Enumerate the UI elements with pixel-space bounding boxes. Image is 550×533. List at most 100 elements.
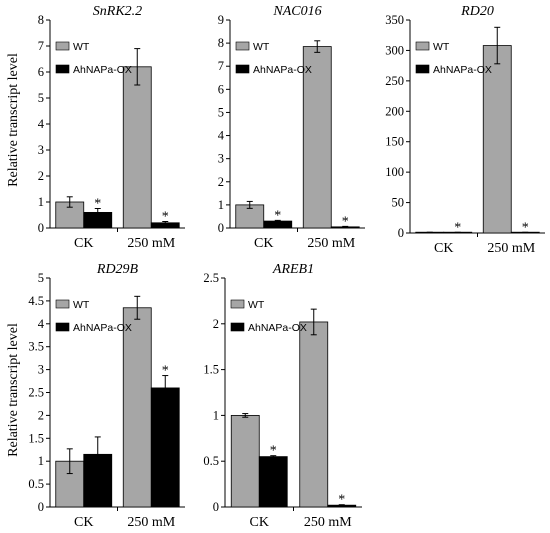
y-tick-label: 3	[218, 152, 224, 166]
x-category-label: CK	[434, 241, 453, 256]
chart-title: NAC016	[272, 4, 321, 19]
y-tick-label: 1	[218, 198, 224, 212]
legend-swatch	[55, 41, 70, 51]
x-category-label: CK	[74, 236, 93, 251]
chart-panel-5: 0 0.5 1 1.5 2 2.5 AREB1 CK * 250 mM * WT AhNAPa-OX	[203, 262, 362, 530]
bar-wt	[482, 45, 512, 234]
bar-ox	[150, 387, 180, 508]
y-tick-label: 7	[218, 59, 224, 73]
y-tick-label: 1.5	[28, 431, 44, 445]
y-tick-label: 2	[38, 408, 44, 422]
y-tick-label: 4	[38, 117, 45, 131]
legend-swatch	[55, 322, 70, 332]
significance-marker: *	[342, 214, 349, 229]
y-tick-label: 0	[213, 500, 219, 514]
y-tick-label: 5	[38, 91, 44, 105]
significance-marker: *	[454, 220, 461, 235]
significance-marker: *	[522, 220, 529, 235]
legend-label: AhNAPa-OX	[73, 322, 132, 334]
y-tick-label: 9	[218, 13, 224, 27]
y-tick-label: 3	[38, 143, 44, 157]
y-axis-label-top: Relative transcript level	[6, 53, 21, 187]
y-tick-label: 0.5	[203, 454, 219, 468]
bar-wt	[302, 46, 332, 229]
legend-label: AhNAPa-OX	[73, 64, 132, 76]
bar-wt	[230, 414, 260, 508]
y-tick-label: 7	[38, 39, 44, 53]
y-tick-label: 0.5	[28, 477, 44, 491]
y-tick-label: 0	[218, 221, 224, 235]
significance-marker: *	[162, 364, 169, 379]
chart-title: RD29B	[96, 262, 139, 277]
legend-swatch	[55, 64, 70, 74]
significance-marker: *	[274, 208, 281, 223]
y-tick-label: 4.5	[28, 294, 44, 308]
x-category-label: 250 mM	[487, 241, 535, 256]
y-tick-label: 5	[38, 271, 44, 285]
chart-panel-1: 0 1 2 3 4 5 6 7 8 SnRK2.2 CK * 250 mM * WT AhNAPa-OX	[38, 4, 185, 251]
y-tick-label: 8	[218, 36, 224, 50]
legend-label: WT	[248, 299, 265, 311]
y-tick-label: 250	[385, 74, 404, 88]
significance-marker: *	[338, 493, 345, 508]
y-tick-label: 200	[385, 104, 404, 118]
y-tick-label: 0	[38, 221, 44, 235]
y-tick-label: 300	[385, 43, 404, 57]
y-tick-label: 350	[385, 13, 404, 27]
x-category-label: CK	[254, 236, 273, 251]
x-category-label: CK	[250, 515, 269, 530]
x-category-label: CK	[74, 515, 93, 530]
legend-label: WT	[73, 41, 90, 53]
legend-label: WT	[433, 41, 450, 53]
y-tick-label: 2	[38, 169, 44, 183]
y-tick-label: 2.5	[28, 386, 44, 400]
y-tick-label: 6	[218, 82, 224, 96]
y-tick-label: 1	[38, 454, 44, 468]
x-category-label: 250 mM	[304, 515, 352, 530]
legend-swatch	[235, 64, 250, 74]
y-tick-label: 3	[38, 363, 44, 377]
x-category-label: 250 mM	[127, 515, 175, 530]
legend-swatch	[230, 299, 245, 309]
y-tick-label: 5	[218, 105, 224, 119]
y-axis-label-bottom: Relative transcript level	[6, 323, 21, 457]
y-tick-label: 1	[213, 408, 219, 422]
y-tick-label: 1	[38, 195, 44, 209]
legend-swatch	[230, 322, 245, 332]
legend-swatch	[415, 64, 430, 74]
bar-wt	[122, 66, 152, 229]
significance-marker: *	[270, 444, 277, 459]
y-tick-label: 50	[392, 196, 405, 210]
legend-label: AhNAPa-OX	[248, 322, 307, 334]
legend-swatch	[55, 299, 70, 309]
x-category-label: 250 mM	[307, 236, 355, 251]
y-tick-label: 0	[398, 226, 404, 240]
y-tick-label: 3.5	[28, 340, 44, 354]
legend-label: AhNAPa-OX	[253, 64, 312, 76]
y-tick-label: 2	[218, 175, 224, 189]
chart-title: RD20	[460, 4, 494, 19]
y-tick-label: 1.5	[203, 363, 219, 377]
chart-title: SnRK2.2	[93, 4, 142, 19]
y-tick-label: 150	[385, 135, 404, 149]
legend-swatch	[415, 41, 430, 51]
significance-marker: *	[94, 197, 101, 212]
chart-panel-4: 0 0.5 1 1.5 2 2.5 3 3.5 4 4.5 5 RD29B CK 250 mM * WT AhN…	[28, 262, 185, 530]
bar-wt	[299, 321, 329, 508]
y-tick-label: 4	[218, 129, 225, 143]
x-category-label: 250 mM	[127, 236, 175, 251]
legend-swatch	[235, 41, 250, 51]
legend-label: AhNAPa-OX	[433, 64, 492, 76]
legend-label: WT	[253, 41, 270, 53]
bar-ox	[258, 456, 288, 508]
y-tick-label: 100	[385, 165, 404, 179]
y-tick-label: 6	[38, 65, 44, 79]
chart-title: AREB1	[272, 262, 314, 277]
y-tick-label: 2.5	[203, 271, 219, 285]
y-tick-label: 2	[213, 317, 219, 331]
significance-marker: *	[162, 210, 169, 225]
y-tick-label: 0	[38, 500, 44, 514]
bar-wt	[122, 307, 152, 508]
